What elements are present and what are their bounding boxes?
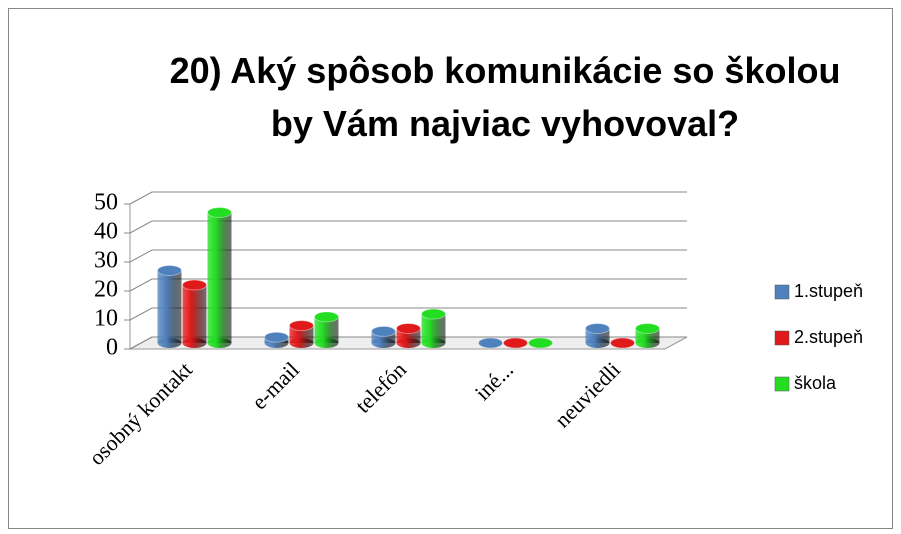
grid-line <box>129 307 687 321</box>
bar-body <box>371 331 396 343</box>
bar-top <box>610 337 635 349</box>
legend-swatch <box>774 284 790 300</box>
legend-label: 2.stupeň <box>794 327 863 347</box>
bar-top <box>635 323 660 334</box>
bar-top <box>314 311 339 323</box>
bar-top <box>585 323 610 334</box>
bar-base <box>396 338 421 348</box>
bar-body <box>182 285 207 343</box>
bar-top <box>421 308 446 320</box>
bar <box>289 320 314 348</box>
bar-base <box>371 338 396 348</box>
chart-title: 20) Aký spôsob komunikácie so školou by … <box>169 50 841 144</box>
x-tick-label: e-mail <box>247 357 304 414</box>
bar-body <box>289 325 314 343</box>
y-tick-label: 20 <box>94 277 118 303</box>
bar-top <box>396 323 421 334</box>
bar-base <box>157 338 182 348</box>
bar-body <box>157 270 182 343</box>
grid-line <box>129 249 687 263</box>
bar <box>207 207 232 348</box>
bar <box>503 337 528 349</box>
grid-line <box>129 336 687 350</box>
bar-base <box>314 338 339 348</box>
bar <box>635 323 660 348</box>
bar <box>182 279 207 348</box>
legend-swatch <box>774 376 790 392</box>
bar-top <box>289 320 314 332</box>
bar <box>478 337 503 349</box>
y-tick-label: 50 <box>94 190 118 216</box>
x-tick-label: iné... <box>470 357 518 405</box>
grid-line <box>129 191 687 205</box>
legend-label: škola <box>794 373 837 393</box>
bar-base <box>585 338 610 348</box>
bar <box>371 325 396 348</box>
bar-top <box>157 265 182 276</box>
x-tick-label: neuviedli <box>549 357 625 433</box>
grid-line <box>129 278 687 292</box>
bar-top <box>371 325 396 337</box>
bar-top <box>207 207 232 218</box>
bar-base <box>182 338 207 348</box>
bar <box>314 311 339 348</box>
x-tick-label: telefón <box>350 357 411 418</box>
bar-base <box>635 338 660 348</box>
bar <box>421 308 446 348</box>
legend-label: 1.stupeň <box>794 281 863 301</box>
bar-top <box>478 337 503 349</box>
bar-top <box>528 337 553 349</box>
bar <box>610 337 635 349</box>
bar-base <box>207 338 232 348</box>
bar-base <box>421 338 446 348</box>
bar <box>264 331 289 348</box>
bar <box>528 337 553 349</box>
y-tick-label: 10 <box>94 306 118 332</box>
bar-body <box>207 212 232 343</box>
bar-base <box>289 338 314 348</box>
grid-line <box>129 220 687 234</box>
bar <box>396 323 421 348</box>
bar-top <box>264 331 289 343</box>
y-tick-label: 0 <box>106 335 118 361</box>
bar <box>157 265 182 348</box>
bar-top <box>182 279 207 291</box>
bar <box>585 323 610 348</box>
y-tick-label: 30 <box>94 248 118 274</box>
x-tick-label: osobný kontakt <box>84 357 197 470</box>
y-tick-label: 40 <box>94 219 118 245</box>
chart-border <box>8 8 893 529</box>
bar-top <box>503 337 528 349</box>
legend-swatch <box>774 330 790 346</box>
